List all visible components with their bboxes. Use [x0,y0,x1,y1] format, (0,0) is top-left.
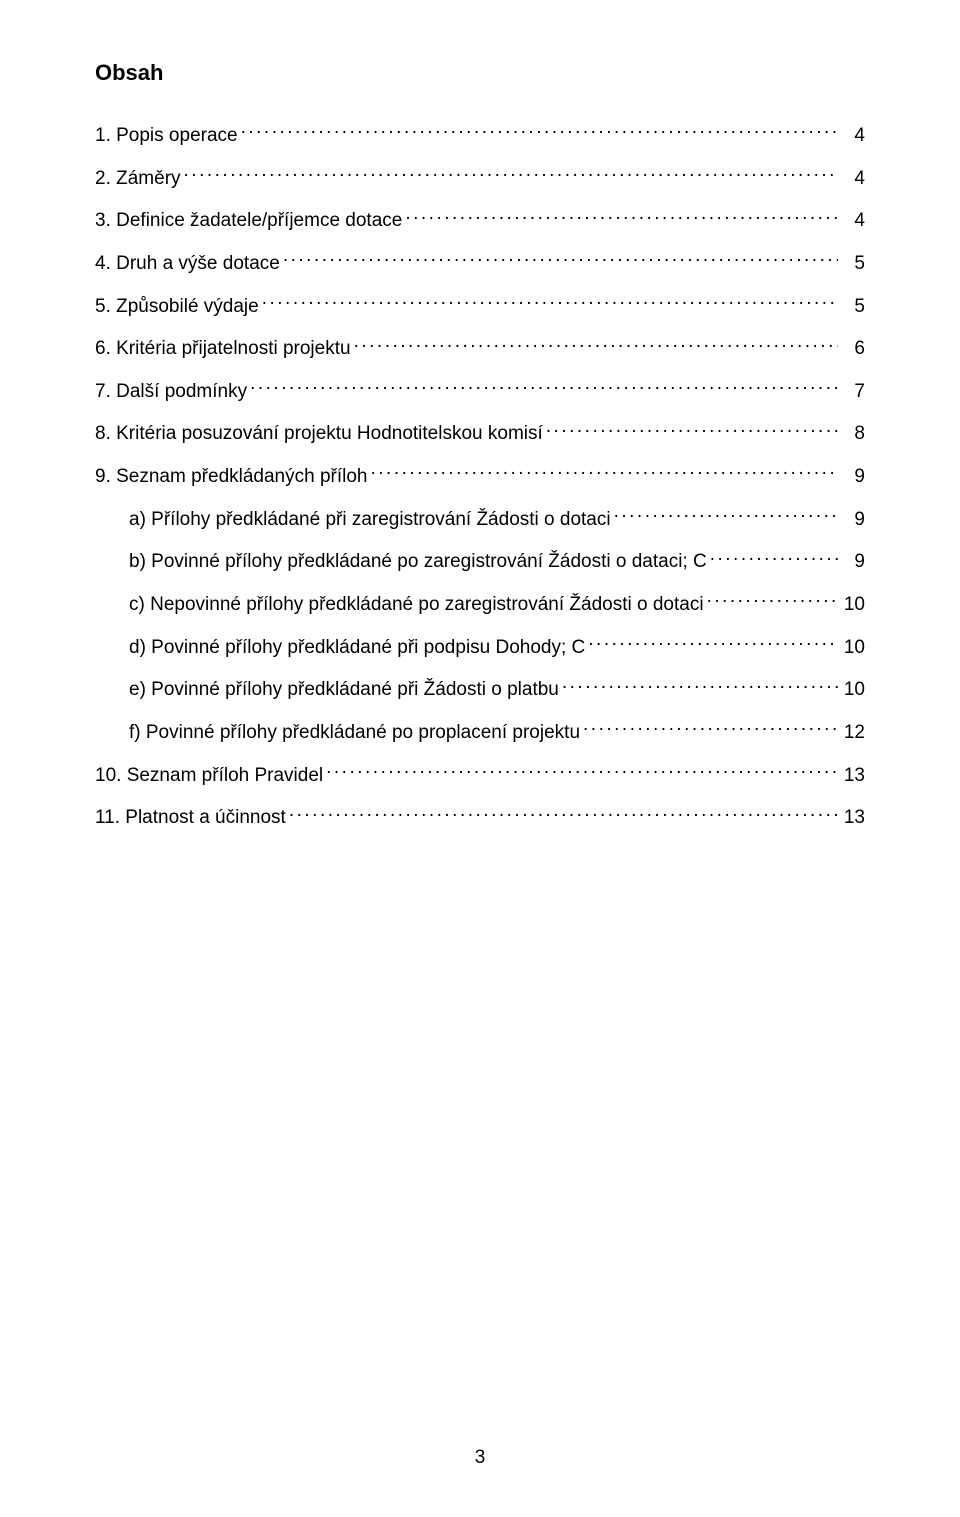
toc-leader-dots [250,378,838,397]
toc-leader-dots [326,762,838,781]
toc-entry-page: 13 [841,805,865,831]
toc-entry-page: 6 [841,336,865,362]
toc-entry-label: a) Přílohy předkládané při zaregistrován… [129,507,611,533]
toc-entry-label: d) Povinné přílohy předkládané při podpi… [129,635,585,661]
toc-leader-dots [184,165,838,184]
toc-entry-page: 4 [841,123,865,149]
toc-leader-dots [405,207,838,226]
toc-entry[interactable]: 2. Záměry 4 [95,165,865,192]
toc-entry-page: 4 [841,166,865,192]
toc-entry[interactable]: 7. Další podmínky 7 [95,378,865,405]
toc-entry-page: 10 [841,592,865,618]
toc-leader-dots [262,293,838,312]
toc-leader-dots [371,463,839,482]
toc-entry[interactable]: b) Povinné přílohy předkládané po zaregi… [95,548,865,575]
toc-entry-page: 8 [841,421,865,447]
toc-entry-page: 13 [841,763,865,789]
toc-entry-page: 9 [841,549,865,575]
toc-entry-page: 5 [841,294,865,320]
toc-leader-dots [707,591,838,610]
toc-entry-label: 9. Seznam předkládaných příloh [95,464,368,490]
toc-entry-page: 12 [841,720,865,746]
toc-leader-dots [283,250,838,269]
toc-entry[interactable]: 1. Popis operace 4 [95,122,865,149]
toc-entry-label: 8. Kritéria posuzování projektu Hodnotit… [95,421,543,447]
toc-leader-dots [354,335,838,354]
toc-entry-label: f) Povinné přílohy předkládané po propla… [129,720,580,746]
toc-entry-label: 1. Popis operace [95,123,238,149]
toc-entry-page: 7 [841,379,865,405]
toc-entry-label: c) Nepovinné přílohy předkládané po zare… [129,592,704,618]
page-number: 3 [0,1447,960,1469]
toc-entry[interactable]: 6. Kritéria přijatelnosti projektu 6 [95,335,865,362]
toc-entry-label: 11. Platnost a účinnost [95,805,286,831]
toc-entry-label: 5. Způsobilé výdaje [95,294,259,320]
toc-entry-page: 10 [841,677,865,703]
toc-list: 1. Popis operace42. Záměry43. Definice ž… [95,122,865,831]
toc-entry-label: 10. Seznam příloh Pravidel [95,763,323,789]
toc-entry-page: 9 [841,464,865,490]
toc-entry-page: 5 [841,251,865,277]
toc-entry[interactable]: 10. Seznam příloh Pravidel 13 [95,762,865,789]
toc-entry-page: 4 [841,208,865,234]
toc-entry-label: 7. Další podmínky [95,379,247,405]
toc-entry[interactable]: c) Nepovinné přílohy předkládané po zare… [95,591,865,618]
toc-entry-page: 10 [841,635,865,661]
toc-entry[interactable]: e) Povinné přílohy předkládané při Žádos… [95,676,865,703]
toc-entry-page: 9 [841,507,865,533]
toc-leader-dots [241,122,838,141]
toc-entry-label: 3. Definice žadatele/příjemce dotace [95,208,402,234]
toc-entry-label: e) Povinné přílohy předkládané při Žádos… [129,677,559,703]
toc-entry[interactable]: d) Povinné přílohy předkládané při podpi… [95,634,865,661]
toc-entry[interactable]: 11. Platnost a účinnost 13 [95,804,865,831]
toc-leader-dots [546,420,838,439]
toc-leader-dots [289,804,838,823]
toc-leader-dots [614,506,838,525]
toc-entry-label: b) Povinné přílohy předkládané po zaregi… [129,549,707,575]
toc-entry-label: 4. Druh a výše dotace [95,251,280,277]
toc-entry[interactable]: 3. Definice žadatele/příjemce dotace 4 [95,207,865,234]
toc-entry[interactable]: 9. Seznam předkládaných příloh 9 [95,463,865,490]
toc-entry-label: 2. Záměry [95,166,181,192]
toc-entry[interactable]: 5. Způsobilé výdaje 5 [95,293,865,320]
toc-title: Obsah [95,60,865,86]
toc-leader-dots [588,634,838,653]
toc-entry[interactable]: a) Přílohy předkládané při zaregistrován… [95,506,865,533]
toc-leader-dots [710,548,838,567]
toc-leader-dots [583,719,838,738]
toc-entry[interactable]: 8. Kritéria posuzování projektu Hodnotit… [95,420,865,447]
toc-entry-label: 6. Kritéria přijatelnosti projektu [95,336,351,362]
toc-entry[interactable]: 4. Druh a výše dotace 5 [95,250,865,277]
toc-leader-dots [562,676,838,695]
toc-entry[interactable]: f) Povinné přílohy předkládané po propla… [95,719,865,746]
